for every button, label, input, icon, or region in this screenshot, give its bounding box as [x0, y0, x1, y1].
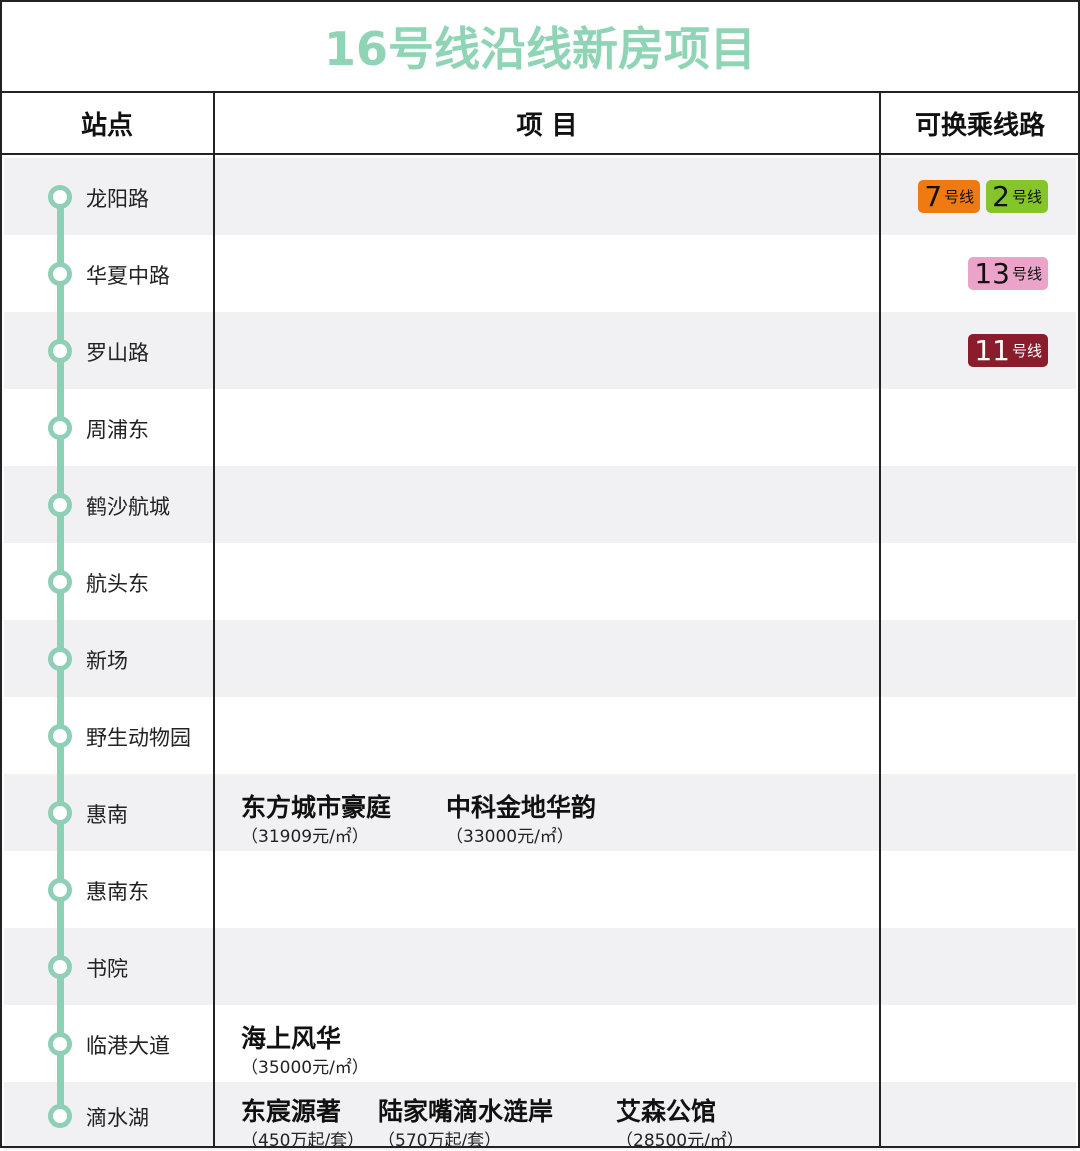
station-marker-icon [48, 1104, 72, 1128]
column-divider [879, 93, 881, 1148]
transfer-lines: 7 号线 2 号线 [918, 179, 1048, 213]
transfer-lines: 13 号线 [968, 256, 1048, 290]
table-row [4, 620, 1076, 697]
station-name: 书院 [86, 956, 128, 981]
station-name: 航头东 [86, 571, 149, 596]
table-row [4, 312, 1076, 389]
page-title: 16号线沿线新房项目 [0, 0, 1080, 93]
station-name: 惠南东 [86, 879, 149, 904]
transfer-line-badge: 7 号线 [918, 179, 981, 213]
station-name: 龙阳路 [86, 186, 149, 211]
project-price: （35000元/㎡） [241, 1058, 369, 1078]
table-row [4, 466, 1076, 543]
project-item: 陆家嘴滴水涟岸 （570万起/套） [378, 1092, 553, 1151]
station-name: 罗山路 [86, 340, 149, 365]
line-label: 号线 [944, 187, 975, 206]
project-price: （33000元/㎡） [446, 827, 574, 847]
project-name: 东方城市豪庭 [241, 793, 392, 822]
header-project: 项 目 [214, 93, 880, 155]
project-item: 海上风华 （35000元/㎡） [241, 1019, 369, 1078]
project-item: 中科金地华韵 （33000元/㎡） [446, 788, 596, 847]
header-station: 站点 [0, 93, 214, 155]
station-marker-icon [48, 492, 72, 517]
station-name: 临港大道 [86, 1033, 170, 1058]
project-name: 中科金地华韵 [446, 793, 597, 822]
line-label: 号线 [1011, 264, 1042, 283]
station-name: 野生动物园 [86, 725, 191, 750]
station-marker-icon [48, 415, 72, 440]
project-name: 艾森公馆 [616, 1097, 717, 1126]
station-name: 滴水湖 [86, 1106, 149, 1130]
station-marker-icon [48, 723, 72, 748]
project-price: （31909元/㎡） [241, 827, 369, 847]
project-name: 海上风华 [241, 1024, 342, 1053]
station-marker-icon [48, 184, 72, 209]
transfer-line-badge: 11 号线 [968, 333, 1048, 367]
station-marker-icon [48, 954, 72, 979]
station-marker-icon [48, 646, 72, 671]
project-name: 陆家嘴滴水涟岸 [378, 1097, 554, 1126]
station-marker-icon [48, 877, 72, 902]
station-marker-icon [48, 338, 72, 363]
line-number: 7 [924, 179, 943, 213]
station-name: 新场 [86, 648, 128, 673]
station-marker-icon [48, 569, 72, 594]
table-row [4, 774, 1076, 851]
line-label: 号线 [1011, 187, 1042, 206]
line-number: 2 [992, 179, 1010, 213]
transfer-lines: 11 号线 [968, 333, 1048, 367]
line-number: 13 [974, 256, 1010, 290]
column-divider [213, 93, 215, 1148]
station-name: 华夏中路 [86, 263, 170, 288]
project-name: 东宸源著 [241, 1097, 342, 1126]
station-marker-icon [48, 1031, 72, 1056]
transfer-line-badge: 2 号线 [986, 179, 1048, 213]
line-number: 11 [974, 333, 1010, 367]
table-row [4, 1082, 1076, 1150]
table-row [4, 158, 1076, 235]
station-marker-icon [48, 800, 72, 825]
station-name: 鹤沙航城 [86, 494, 170, 519]
station-name: 惠南 [86, 802, 128, 827]
station-marker-icon [48, 261, 72, 286]
station-name: 周浦东 [86, 417, 149, 442]
header-transfer: 可换乘线路 [880, 93, 1080, 155]
line-label: 号线 [1011, 341, 1042, 360]
transfer-line-badge: 13 号线 [968, 256, 1048, 290]
project-item: 东方城市豪庭 （31909元/㎡） [241, 788, 391, 847]
table-row [4, 928, 1076, 1005]
